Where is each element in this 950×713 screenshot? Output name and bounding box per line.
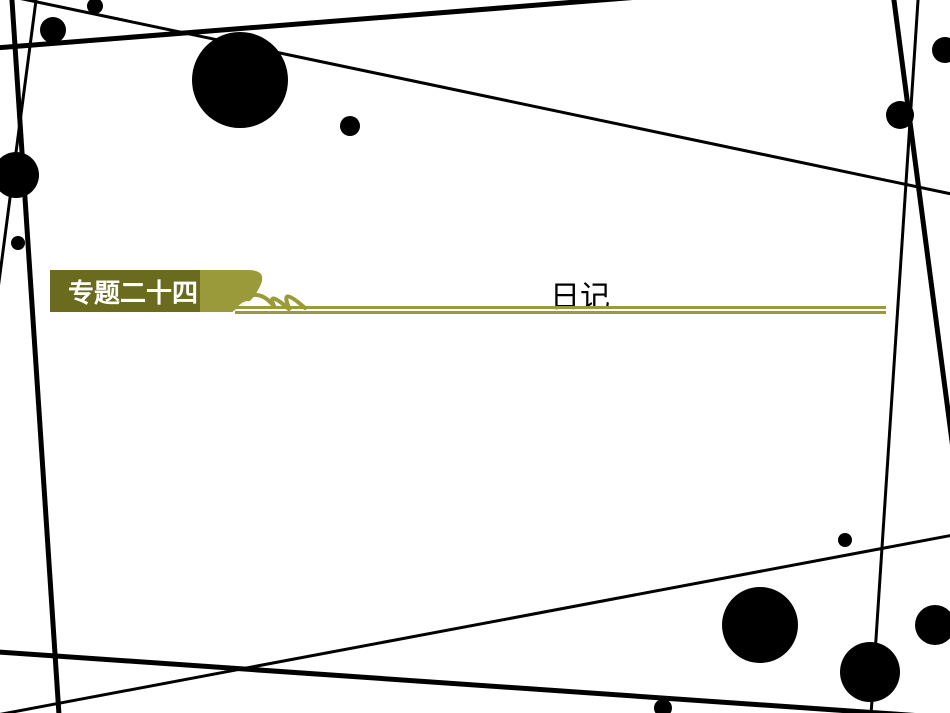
abstract-frame-decoration (0, 0, 950, 713)
topic-label-block: 专题二十四 (50, 270, 216, 312)
title-bar: 专题二十四 日记 (50, 270, 886, 316)
topic-label-text: 专题二十四 (68, 273, 198, 310)
title-underline (235, 306, 886, 314)
